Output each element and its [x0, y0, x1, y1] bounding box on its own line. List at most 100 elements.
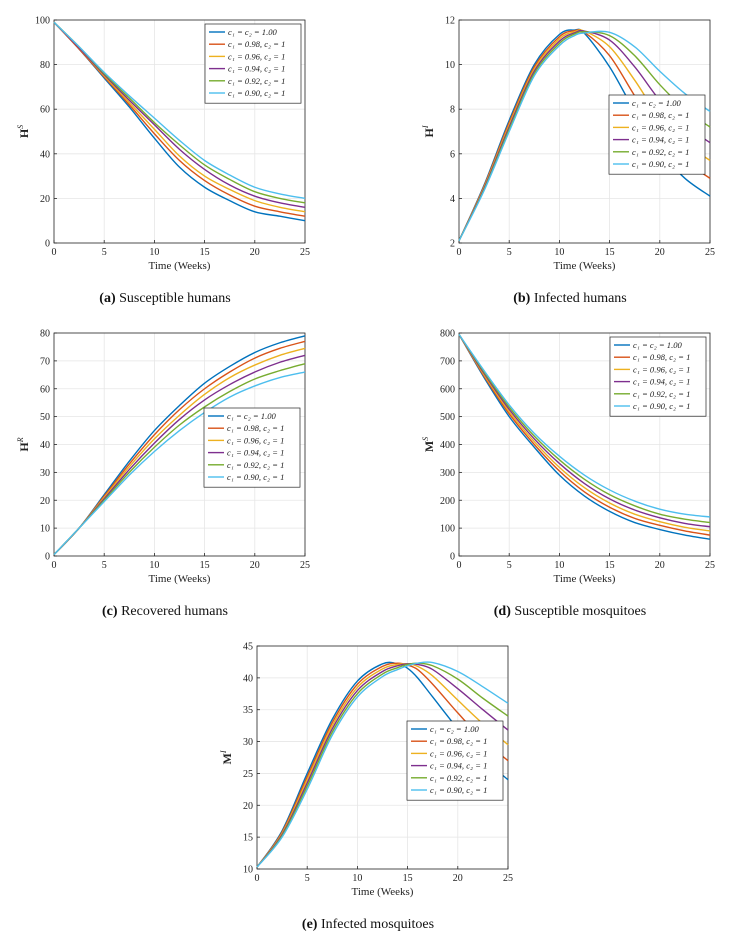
series-group-d [458, 333, 711, 540]
caption-c-tag: (c) [102, 604, 118, 619]
legend-label: c₁ = 0.96, c₂ = 1 [430, 748, 487, 758]
caption-e-text: Infected mosquitoes [320, 917, 435, 932]
legend-label: c₁ = 0.90, c₂ = 1 [227, 472, 284, 482]
legend-label: c₁ = 0.92, c₂ = 1 [430, 773, 487, 783]
y-tick-label: 40 [40, 440, 50, 451]
legend-e: c₁ = c₂ = 1.00 c₁ = 0.98, c₂ = 1 c₁ = 0.96… [406, 720, 504, 801]
legend-label: c₁ = 0.96, c₂ = 1 [633, 364, 690, 374]
legend-label: c₁ = 0.96, c₂ = 1 [632, 122, 689, 132]
series-line-e-4 [256, 662, 509, 868]
y-tick-label: 80 [40, 60, 50, 71]
x-tick-label: 15 [403, 873, 413, 884]
caption-a-tag: (a) [99, 291, 116, 306]
y-axis-label: HI [421, 125, 436, 137]
caption-a: (a) Susceptible humans [15, 291, 315, 307]
y-tick-label: 800 [440, 329, 455, 340]
legend-label: c₁ = c₂ = 1.00 [228, 27, 278, 37]
x-tick-label: 20 [655, 560, 665, 571]
series-line-d-1 [458, 334, 711, 536]
series-line-a-5 [53, 21, 306, 200]
series-group-e [256, 661, 509, 868]
x-axis-label: Time (Weeks) [554, 260, 616, 272]
y-tick-label: 0 [45, 239, 50, 250]
y-tick-label: 10 [40, 524, 50, 535]
legend-label: c₁ = 0.92, c₂ = 1 [228, 76, 285, 86]
series-line-d-0 [458, 334, 711, 540]
x-tick-label: 0 [255, 873, 260, 884]
legend-label: c₁ = 0.94, c₂ = 1 [228, 64, 285, 74]
legend-label: c₁ = 0.92, c₂ = 1 [633, 389, 690, 399]
legend-label: c₁ = 0.98, c₂ = 1 [632, 110, 689, 120]
y-tick-label: 12 [445, 16, 455, 27]
x-tick-label: 25 [705, 247, 715, 258]
x-tick-label: 20 [655, 247, 665, 258]
x-tick-label: 15 [605, 247, 615, 258]
legend-box [204, 23, 302, 104]
x-tick-label: 25 [705, 560, 715, 571]
x-tick-label: 15 [200, 247, 210, 258]
series-line-b-4 [458, 31, 711, 242]
caption-d: (d) Susceptible mosquitoes [420, 604, 720, 620]
legend-label: c₁ = c₂ = 1.00 [430, 724, 480, 734]
x-axis-label: Time (Weeks) [149, 573, 211, 585]
x-tick-label: 0 [457, 560, 462, 571]
legend-label: c₁ = 0.90, c₂ = 1 [228, 88, 285, 98]
legend-label: c₁ = c₂ = 1.00 [632, 98, 682, 108]
caption-e-tag: (e) [301, 917, 318, 932]
y-tick-label: 40 [40, 149, 50, 160]
y-tick-label: 10 [243, 865, 253, 876]
panel-a: 0 5 10 15 20 25 0 20 40 60 80 100 Time (Weeks) HS c₁ =… [15, 5, 315, 307]
series-line-b-5 [458, 30, 711, 242]
y-tick-label: 30 [40, 468, 50, 479]
series-line-a-1 [53, 21, 306, 217]
x-tick-label: 15 [200, 560, 210, 571]
legend-label: c₁ = 0.98, c₂ = 1 [227, 423, 284, 433]
chart-e: 0 5 10 15 20 25 10 15 20 25 30 35 40 45 Time (Weeks) MI… [219, 642, 513, 899]
caption-c: (c) Recovered humans [15, 604, 315, 620]
x-tick-label: 5 [507, 247, 512, 258]
series-line-e-1 [256, 662, 509, 868]
y-axis-label: MI [219, 750, 234, 764]
x-tick-label: 5 [102, 560, 107, 571]
y-tick-label: 70 [40, 356, 50, 367]
legend-d: c₁ = c₂ = 1.00 c₁ = 0.98, c₂ = 1 c₁ = 0.96… [609, 336, 707, 417]
legend-b: c₁ = c₂ = 1.00 c₁ = 0.98, c₂ = 1 c₁ = 0.96… [608, 94, 706, 175]
chart-c: 0 5 10 15 20 25 0 10 20 30 40 50 60 70 80 Time (Weeks) H… [16, 329, 310, 586]
caption-b-text: Infected humans [533, 291, 627, 306]
caption-b-tag: (b) [513, 291, 531, 306]
x-tick-label: 0 [52, 560, 57, 571]
x-tick-label: 0 [52, 247, 57, 258]
y-tick-label: 0 [45, 552, 50, 563]
legend-label: c₁ = 0.94, c₂ = 1 [227, 448, 284, 458]
legend-label: c₁ = 0.94, c₂ = 1 [632, 135, 689, 145]
axes-box-b [458, 19, 711, 244]
y-tick-label: 8 [450, 105, 455, 116]
legend-label: c₁ = 0.90, c₂ = 1 [633, 401, 690, 411]
series-line-e-5 [256, 661, 509, 868]
legend-box [608, 94, 706, 175]
y-tick-label: 25 [243, 769, 253, 780]
x-tick-label: 15 [605, 560, 615, 571]
x-tick-label: 20 [453, 873, 463, 884]
legend-label: c₁ = 0.98, c₂ = 1 [228, 39, 285, 49]
y-tick-label: 700 [440, 356, 455, 367]
y-tick-label: 80 [40, 329, 50, 340]
y-tick-label: 600 [440, 384, 455, 395]
caption-b: (b) Infected humans [420, 291, 720, 307]
legend-label: c₁ = 0.98, c₂ = 1 [633, 352, 690, 362]
caption-d-tag: (d) [493, 604, 511, 619]
x-tick-label: 10 [149, 560, 159, 571]
caption-d-text: Susceptible mosquitoes [514, 604, 647, 619]
x-tick-label: 5 [507, 560, 512, 571]
y-tick-label: 100 [35, 16, 50, 27]
x-tick-label: 20 [250, 560, 260, 571]
legend-label: c₁ = c₂ = 1.00 [633, 340, 683, 350]
legend-label: c₁ = 0.90, c₂ = 1 [632, 159, 689, 169]
y-tick-label: 45 [243, 642, 253, 653]
x-tick-label: 10 [554, 247, 564, 258]
legend-a: c₁ = c₂ = 1.00 c₁ = 0.98, c₂ = 1 c₁ = 0.96… [204, 23, 302, 104]
x-tick-label: 25 [503, 873, 513, 884]
series-group-a [53, 21, 306, 222]
y-tick-label: 400 [440, 440, 455, 451]
y-axis-label: MS [421, 437, 436, 452]
